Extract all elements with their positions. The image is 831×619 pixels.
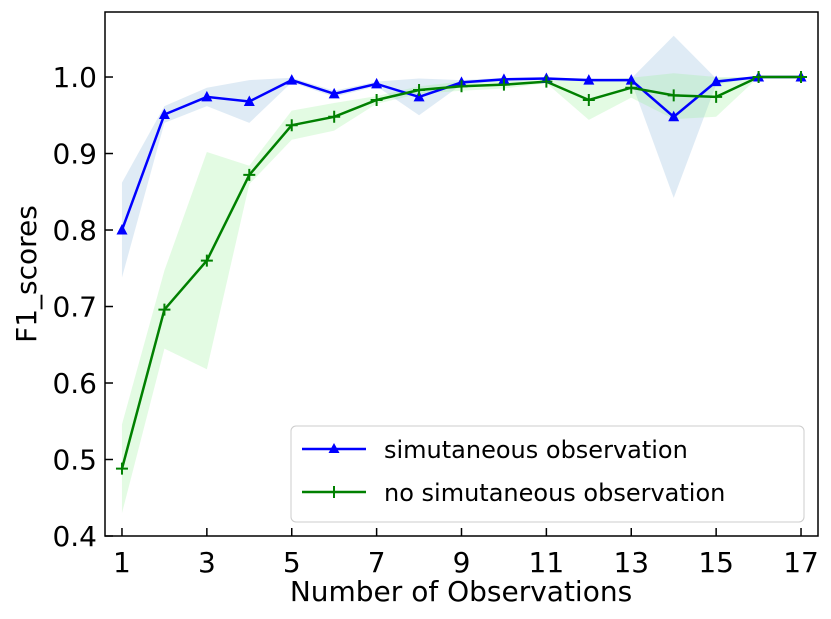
y-tick-label: 0.6 xyxy=(52,367,97,400)
x-tick-label: 15 xyxy=(698,546,734,579)
point-no-simultaneous xyxy=(115,462,128,475)
x-tick-label: 5 xyxy=(283,546,301,579)
x-tick-label: 7 xyxy=(368,546,386,579)
point-no-simultaneous xyxy=(158,303,171,316)
point-no-simultaneous xyxy=(413,84,426,97)
point-no-simultaneous xyxy=(285,119,298,132)
point-simultaneous xyxy=(201,90,213,102)
point-no-simultaneous xyxy=(625,81,638,94)
legend-box xyxy=(290,425,805,523)
legend-label-simultaneous: simutaneous observation xyxy=(384,436,688,464)
y-axis-ticks: 0.4 0.5 0.6 0.7 0.8 0.9 1.0 xyxy=(52,61,113,553)
point-no-simultaneous xyxy=(582,93,595,106)
y-tick-label: 0.5 xyxy=(52,444,97,477)
point-simultaneous xyxy=(116,224,128,235)
point-no-simultaneous xyxy=(243,168,256,181)
x-tick-label: 13 xyxy=(613,546,649,579)
point-no-simultaneous xyxy=(370,93,383,106)
point-no-simultaneous xyxy=(497,78,510,91)
x-tick-label: 9 xyxy=(453,546,471,579)
point-simultaneous xyxy=(286,74,298,85)
point-simultaneous xyxy=(625,74,637,85)
point-no-simultaneous xyxy=(455,80,468,93)
y-axis-label: F1_scores xyxy=(10,205,43,343)
legend-label-no-simultaneous: no simutaneous observation xyxy=(384,479,725,507)
point-no-simultaneous xyxy=(328,110,341,123)
x-tick-label: 17 xyxy=(783,546,819,579)
x-tick-label: 1 xyxy=(113,546,131,579)
x-axis-ticks: 1 3 5 7 9 11 13 15 17 xyxy=(113,528,819,579)
point-no-simultaneous xyxy=(795,71,808,84)
point-no-simultaneous xyxy=(540,75,553,88)
legend[interactable]: simutaneous observation no simutaneous o… xyxy=(290,425,805,523)
y-tick-label: 1.0 xyxy=(52,61,97,94)
point-simultaneous xyxy=(371,77,383,89)
legend-marker-no-simultaneous xyxy=(328,486,340,498)
point-simultaneous xyxy=(583,74,595,85)
point-simultaneous xyxy=(413,90,425,102)
point-simultaneous xyxy=(328,87,340,99)
y-tick-label: 0.9 xyxy=(52,138,97,171)
point-no-simultaneous xyxy=(667,89,680,102)
point-no-simultaneous xyxy=(200,254,213,267)
point-simultaneous xyxy=(710,75,722,87)
x-axis-label: Number of Observations xyxy=(290,575,632,608)
x-tick-label: 3 xyxy=(198,546,216,579)
y-tick-label: 0.7 xyxy=(52,291,97,324)
point-simultaneous xyxy=(158,108,170,120)
point-simultaneous xyxy=(498,73,510,84)
x-tick-label: 11 xyxy=(529,546,565,579)
point-no-simultaneous xyxy=(710,90,723,103)
legend-marker-simultaneous xyxy=(328,443,340,453)
series-markers xyxy=(115,71,808,475)
point-simultaneous xyxy=(668,110,680,122)
point-simultaneous xyxy=(243,95,255,107)
point-no-simultaneous xyxy=(752,71,765,84)
y-tick-label: 0.4 xyxy=(52,520,97,553)
y-tick-label: 0.8 xyxy=(52,214,97,247)
